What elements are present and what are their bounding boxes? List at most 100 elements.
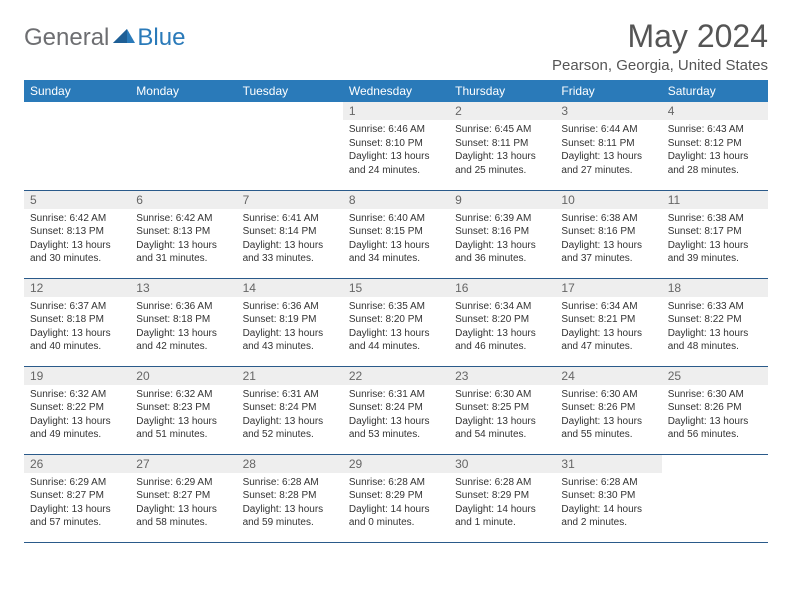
calendar-cell: 18Sunrise: 6:33 AMSunset: 8:22 PMDayligh… bbox=[662, 278, 768, 366]
day-number: 17 bbox=[555, 279, 661, 297]
calendar-cell: 14Sunrise: 6:36 AMSunset: 8:19 PMDayligh… bbox=[237, 278, 343, 366]
day-number: 12 bbox=[24, 279, 130, 297]
calendar-cell: 27Sunrise: 6:29 AMSunset: 8:27 PMDayligh… bbox=[130, 454, 236, 542]
calendar-cell: 16Sunrise: 6:34 AMSunset: 8:20 PMDayligh… bbox=[449, 278, 555, 366]
day-number: 30 bbox=[449, 455, 555, 473]
header: General Blue May 2024 Pearson, Georgia, … bbox=[24, 18, 768, 74]
calendar-cell: 20Sunrise: 6:32 AMSunset: 8:23 PMDayligh… bbox=[130, 366, 236, 454]
day-number: 9 bbox=[449, 191, 555, 209]
logo-text-blue: Blue bbox=[137, 24, 185, 52]
day-number: 19 bbox=[24, 367, 130, 385]
day-details: Sunrise: 6:39 AMSunset: 8:16 PMDaylight:… bbox=[449, 209, 555, 270]
calendar-week-row: 19Sunrise: 6:32 AMSunset: 8:22 PMDayligh… bbox=[24, 366, 768, 454]
day-header: Tuesday bbox=[237, 80, 343, 102]
calendar-cell: 19Sunrise: 6:32 AMSunset: 8:22 PMDayligh… bbox=[24, 366, 130, 454]
calendar-cell bbox=[662, 454, 768, 542]
location: Pearson, Georgia, United States bbox=[552, 57, 768, 74]
day-header: Friday bbox=[555, 80, 661, 102]
day-number: 13 bbox=[130, 279, 236, 297]
calendar-cell: 29Sunrise: 6:28 AMSunset: 8:29 PMDayligh… bbox=[343, 454, 449, 542]
day-number: 6 bbox=[130, 191, 236, 209]
calendar-cell: 31Sunrise: 6:28 AMSunset: 8:30 PMDayligh… bbox=[555, 454, 661, 542]
calendar-cell: 22Sunrise: 6:31 AMSunset: 8:24 PMDayligh… bbox=[343, 366, 449, 454]
day-number: 14 bbox=[237, 279, 343, 297]
day-details: Sunrise: 6:43 AMSunset: 8:12 PMDaylight:… bbox=[662, 120, 768, 181]
day-number: 26 bbox=[24, 455, 130, 473]
calendar-cell: 21Sunrise: 6:31 AMSunset: 8:24 PMDayligh… bbox=[237, 366, 343, 454]
calendar-week-row: 1Sunrise: 6:46 AMSunset: 8:10 PMDaylight… bbox=[24, 102, 768, 190]
calendar-cell: 10Sunrise: 6:38 AMSunset: 8:16 PMDayligh… bbox=[555, 190, 661, 278]
day-details: Sunrise: 6:41 AMSunset: 8:14 PMDaylight:… bbox=[237, 209, 343, 270]
calendar-cell: 11Sunrise: 6:38 AMSunset: 8:17 PMDayligh… bbox=[662, 190, 768, 278]
day-details: Sunrise: 6:36 AMSunset: 8:18 PMDaylight:… bbox=[130, 297, 236, 358]
calendar-cell: 24Sunrise: 6:30 AMSunset: 8:26 PMDayligh… bbox=[555, 366, 661, 454]
day-number: 25 bbox=[662, 367, 768, 385]
day-number: 10 bbox=[555, 191, 661, 209]
day-details: Sunrise: 6:31 AMSunset: 8:24 PMDaylight:… bbox=[343, 385, 449, 446]
calendar-cell: 1Sunrise: 6:46 AMSunset: 8:10 PMDaylight… bbox=[343, 102, 449, 190]
calendar-table: SundayMondayTuesdayWednesdayThursdayFrid… bbox=[24, 80, 768, 543]
day-details: Sunrise: 6:29 AMSunset: 8:27 PMDaylight:… bbox=[130, 473, 236, 534]
day-details: Sunrise: 6:28 AMSunset: 8:30 PMDaylight:… bbox=[555, 473, 661, 534]
day-number: 15 bbox=[343, 279, 449, 297]
day-number: 23 bbox=[449, 367, 555, 385]
day-details: Sunrise: 6:46 AMSunset: 8:10 PMDaylight:… bbox=[343, 120, 449, 181]
calendar-header-row: SundayMondayTuesdayWednesdayThursdayFrid… bbox=[24, 80, 768, 102]
calendar-cell: 26Sunrise: 6:29 AMSunset: 8:27 PMDayligh… bbox=[24, 454, 130, 542]
calendar-cell: 30Sunrise: 6:28 AMSunset: 8:29 PMDayligh… bbox=[449, 454, 555, 542]
calendar-week-row: 12Sunrise: 6:37 AMSunset: 8:18 PMDayligh… bbox=[24, 278, 768, 366]
calendar-cell: 7Sunrise: 6:41 AMSunset: 8:14 PMDaylight… bbox=[237, 190, 343, 278]
calendar-cell: 6Sunrise: 6:42 AMSunset: 8:13 PMDaylight… bbox=[130, 190, 236, 278]
day-number: 5 bbox=[24, 191, 130, 209]
day-details: Sunrise: 6:38 AMSunset: 8:17 PMDaylight:… bbox=[662, 209, 768, 270]
day-number: 1 bbox=[343, 102, 449, 120]
day-details: Sunrise: 6:36 AMSunset: 8:19 PMDaylight:… bbox=[237, 297, 343, 358]
day-details: Sunrise: 6:45 AMSunset: 8:11 PMDaylight:… bbox=[449, 120, 555, 181]
day-header: Saturday bbox=[662, 80, 768, 102]
day-details: Sunrise: 6:38 AMSunset: 8:16 PMDaylight:… bbox=[555, 209, 661, 270]
day-details: Sunrise: 6:30 AMSunset: 8:26 PMDaylight:… bbox=[662, 385, 768, 446]
day-details: Sunrise: 6:31 AMSunset: 8:24 PMDaylight:… bbox=[237, 385, 343, 446]
day-number: 21 bbox=[237, 367, 343, 385]
day-number: 24 bbox=[555, 367, 661, 385]
day-number: 7 bbox=[237, 191, 343, 209]
calendar-cell: 8Sunrise: 6:40 AMSunset: 8:15 PMDaylight… bbox=[343, 190, 449, 278]
title-block: May 2024 Pearson, Georgia, United States bbox=[552, 18, 768, 74]
calendar-week-row: 26Sunrise: 6:29 AMSunset: 8:27 PMDayligh… bbox=[24, 454, 768, 542]
day-number: 3 bbox=[555, 102, 661, 120]
day-number: 16 bbox=[449, 279, 555, 297]
day-details: Sunrise: 6:42 AMSunset: 8:13 PMDaylight:… bbox=[130, 209, 236, 270]
calendar-cell: 2Sunrise: 6:45 AMSunset: 8:11 PMDaylight… bbox=[449, 102, 555, 190]
calendar-cell: 23Sunrise: 6:30 AMSunset: 8:25 PMDayligh… bbox=[449, 366, 555, 454]
month-title: May 2024 bbox=[552, 18, 768, 55]
day-number: 11 bbox=[662, 191, 768, 209]
calendar-cell bbox=[24, 102, 130, 190]
day-details: Sunrise: 6:34 AMSunset: 8:21 PMDaylight:… bbox=[555, 297, 661, 358]
day-details: Sunrise: 6:28 AMSunset: 8:29 PMDaylight:… bbox=[449, 473, 555, 534]
calendar-cell: 3Sunrise: 6:44 AMSunset: 8:11 PMDaylight… bbox=[555, 102, 661, 190]
day-header: Monday bbox=[130, 80, 236, 102]
day-details: Sunrise: 6:32 AMSunset: 8:23 PMDaylight:… bbox=[130, 385, 236, 446]
calendar-cell: 5Sunrise: 6:42 AMSunset: 8:13 PMDaylight… bbox=[24, 190, 130, 278]
day-details: Sunrise: 6:30 AMSunset: 8:25 PMDaylight:… bbox=[449, 385, 555, 446]
day-number: 20 bbox=[130, 367, 236, 385]
day-number: 8 bbox=[343, 191, 449, 209]
day-number: 27 bbox=[130, 455, 236, 473]
calendar-week-row: 5Sunrise: 6:42 AMSunset: 8:13 PMDaylight… bbox=[24, 190, 768, 278]
day-details: Sunrise: 6:34 AMSunset: 8:20 PMDaylight:… bbox=[449, 297, 555, 358]
logo-text-general: General bbox=[24, 24, 109, 52]
day-number: 4 bbox=[662, 102, 768, 120]
day-header: Sunday bbox=[24, 80, 130, 102]
day-details: Sunrise: 6:35 AMSunset: 8:20 PMDaylight:… bbox=[343, 297, 449, 358]
calendar-cell: 17Sunrise: 6:34 AMSunset: 8:21 PMDayligh… bbox=[555, 278, 661, 366]
logo: General Blue bbox=[24, 18, 185, 52]
calendar-body: 1Sunrise: 6:46 AMSunset: 8:10 PMDaylight… bbox=[24, 102, 768, 542]
day-details: Sunrise: 6:37 AMSunset: 8:18 PMDaylight:… bbox=[24, 297, 130, 358]
day-details: Sunrise: 6:44 AMSunset: 8:11 PMDaylight:… bbox=[555, 120, 661, 181]
day-details: Sunrise: 6:33 AMSunset: 8:22 PMDaylight:… bbox=[662, 297, 768, 358]
day-number: 29 bbox=[343, 455, 449, 473]
calendar-cell: 28Sunrise: 6:28 AMSunset: 8:28 PMDayligh… bbox=[237, 454, 343, 542]
calendar-cell: 25Sunrise: 6:30 AMSunset: 8:26 PMDayligh… bbox=[662, 366, 768, 454]
day-number: 22 bbox=[343, 367, 449, 385]
calendar-cell: 4Sunrise: 6:43 AMSunset: 8:12 PMDaylight… bbox=[662, 102, 768, 190]
